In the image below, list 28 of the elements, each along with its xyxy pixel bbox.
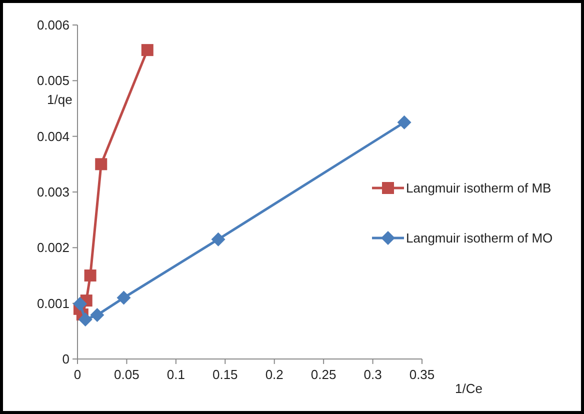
point bbox=[72, 296, 87, 311]
legend-label: Langmuir isotherm of MB bbox=[406, 180, 552, 196]
point bbox=[211, 232, 226, 246]
x-axis-title: 1/Ce bbox=[455, 381, 482, 396]
point bbox=[397, 115, 412, 130]
y-tick-label: 0.004 bbox=[36, 128, 70, 144]
y-tick-label: 0.002 bbox=[36, 240, 70, 256]
y-tick-label: 0.001 bbox=[36, 296, 70, 311]
point bbox=[141, 44, 154, 56]
y-tick-label: 0.005 bbox=[36, 73, 70, 88]
x-tick-label: 0.2 bbox=[265, 367, 284, 382]
x-tick-label: 0.3 bbox=[364, 367, 382, 382]
x-tick-label: 0.05 bbox=[114, 367, 140, 382]
x-tick-label: 0.25 bbox=[310, 367, 336, 382]
point bbox=[95, 158, 108, 170]
legend-label: Langmuir isotherm of MO bbox=[406, 230, 553, 246]
point bbox=[84, 270, 96, 282]
x-tick-label: 0 bbox=[74, 367, 82, 382]
x-tick-label: 0.1 bbox=[166, 367, 185, 382]
x-tick-label: 0.15 bbox=[212, 367, 238, 382]
point bbox=[90, 308, 104, 322]
y-tick-label: 0 bbox=[62, 352, 70, 367]
point bbox=[78, 312, 92, 326]
y-axis-title: 1/qe bbox=[47, 92, 72, 107]
y-tick-label: 0.003 bbox=[36, 184, 70, 200]
point bbox=[116, 290, 131, 305]
y-tick-label: 0.006 bbox=[36, 18, 70, 33]
x-tick-label: 0.35 bbox=[409, 367, 435, 382]
